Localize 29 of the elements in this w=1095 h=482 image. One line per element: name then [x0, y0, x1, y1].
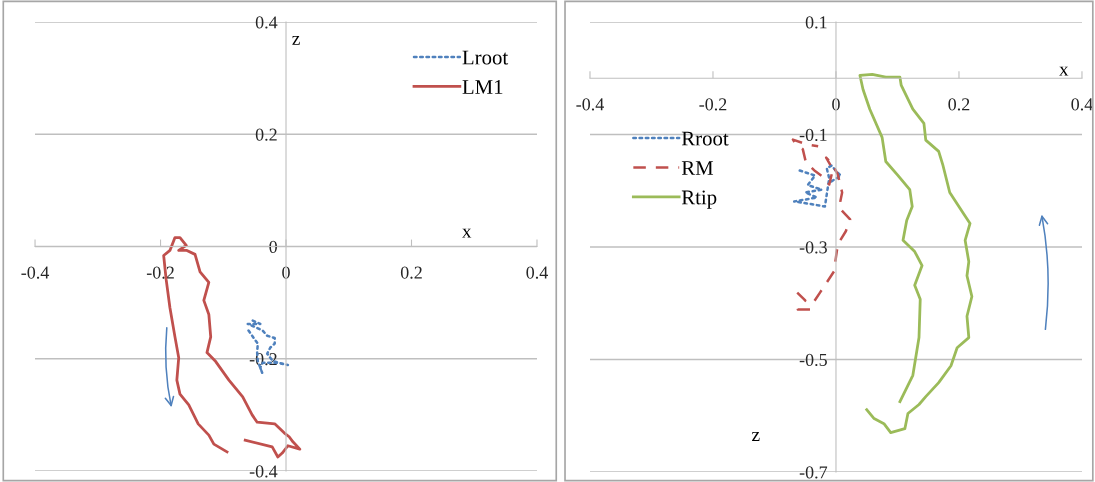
- legend-label: Rroot: [681, 131, 729, 146]
- y-tick-label: -0.1: [799, 128, 827, 142]
- y-tick-label: -0.7: [799, 466, 828, 479]
- x-tick-label: 0: [282, 266, 290, 279]
- line-series: [245, 319, 290, 375]
- x-tick-label: -0.2: [699, 98, 727, 111]
- y-axis-title: z: [292, 35, 300, 45]
- x-tick-label: -0.4: [21, 266, 50, 279]
- legend-label: RM: [681, 161, 714, 175]
- legend-label: Rtip: [681, 190, 717, 209]
- x-tick-label: -0.4: [576, 98, 604, 111]
- x-tick-label: 0: [832, 98, 840, 111]
- x-tick-label: 0.4: [526, 266, 548, 279]
- x-tick-label: 0.2: [400, 266, 422, 279]
- x-axis-title: x: [462, 228, 472, 238]
- line-series: [792, 164, 843, 208]
- y-tick-label: 0.2: [255, 128, 277, 141]
- y-tick-label: 0.4: [255, 16, 278, 29]
- y-tick-label: 0.1: [805, 16, 827, 29]
- legend-label: Lroot: [462, 50, 509, 65]
- y-tick-label: -0.3: [799, 241, 827, 254]
- y-tick-label: -0.5: [799, 353, 827, 367]
- x-axis-title: x: [1059, 66, 1069, 76]
- x-tick-label: 0.4: [1071, 98, 1093, 111]
- legend-label: LM1: [462, 80, 503, 94]
- x-tick-label: 0.2: [948, 98, 970, 111]
- y-tick-label: -0.4: [249, 465, 278, 478]
- line-series: [858, 72, 974, 435]
- y-axis-title: z: [751, 431, 760, 441]
